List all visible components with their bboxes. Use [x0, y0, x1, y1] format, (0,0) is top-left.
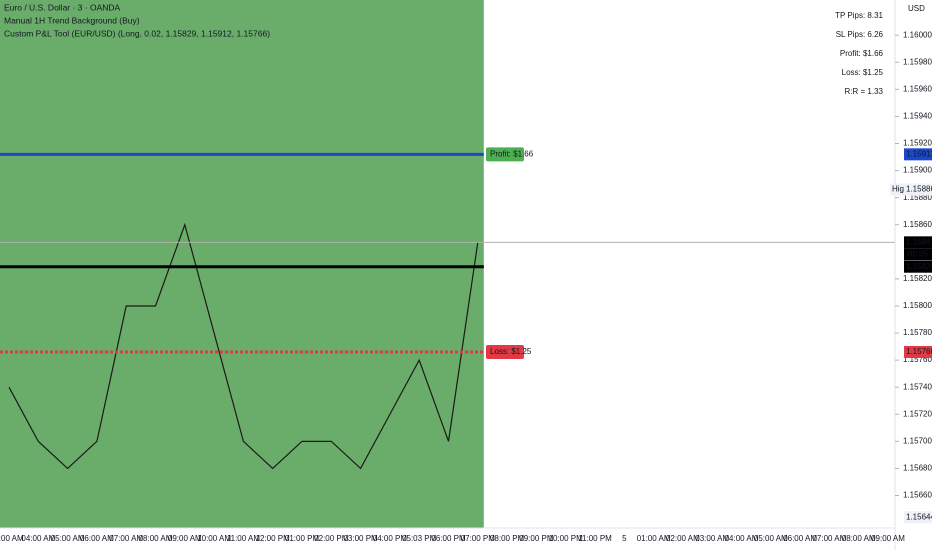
indicator: Custom P&L Tool (EUR/USD) (Long, 0.02, 1…	[4, 28, 270, 38]
symbol: Euro / U.S. Dollar · 3 · OANDA	[4, 2, 121, 12]
price-tag-label: 1.15847	[906, 237, 932, 246]
marker-value: 1.15644	[906, 512, 932, 521]
x-tick-label: 02:00 AM	[666, 534, 700, 543]
x-tick-label: 04:00 AM	[21, 534, 55, 543]
y-tick-label: 1.15660	[903, 491, 932, 500]
level-label: Loss: $1.25	[490, 347, 532, 356]
stat: Profit: $1.66	[840, 49, 884, 58]
x-tick-label: 08:00 AM	[842, 534, 876, 543]
y-tick-label: 1.15940	[903, 112, 932, 121]
x-tick-label: 05:03 PM	[402, 534, 437, 543]
marker-box	[890, 183, 904, 196]
x-tick-label: 09:00 AM	[871, 534, 905, 543]
price-tag-label: 1.15912	[906, 149, 932, 158]
price-tag-label: 1.15766	[906, 347, 932, 356]
x-tick-label: 03:00 AM	[695, 534, 729, 543]
x-tick-label: 09:00 AM	[168, 534, 202, 543]
price-tag	[904, 260, 932, 273]
marker-tag	[904, 183, 932, 196]
trend-background	[0, 0, 484, 528]
x-tick-label: 05:00 AM	[754, 534, 788, 543]
x-tick-label: 10:00 AM	[197, 534, 231, 543]
price-tag	[904, 248, 932, 261]
price-tag	[904, 148, 932, 161]
x-tick-label: 04:00 AM	[725, 534, 759, 543]
x-tick-label: 06:00 PM	[431, 534, 466, 543]
x-tick-label: 06:00 AM	[783, 534, 817, 543]
x-tick-label: 01:00 AM	[637, 534, 671, 543]
stat: R:R = 1.33	[845, 87, 884, 96]
level-label-box	[486, 147, 524, 162]
plot	[0, 0, 484, 528]
y-tick-label: 1.16000	[903, 30, 932, 39]
y-tick-label: 1.15880	[903, 193, 932, 202]
y-tick-label: 1.15800	[903, 301, 932, 310]
level-label: Profit: $1.66	[490, 149, 534, 158]
x-tick-label: 12:00 PM	[256, 534, 291, 543]
y-tick-label: 1.15780	[903, 328, 932, 337]
x-tick-label: 03:00 PM	[343, 534, 378, 543]
x-tick-label: 11:00 PM	[578, 534, 612, 543]
x-tick-label: 01:00 PM	[285, 534, 320, 543]
countdown: 00:05	[908, 249, 929, 258]
x-tick-label: 04:00 PM	[373, 534, 408, 543]
price-line	[8, 222, 479, 470]
x-tick-label: 05:00 AM	[51, 534, 85, 543]
y-tick-label: 1.15960	[903, 84, 932, 93]
stat: SL Pips: 6.26	[836, 30, 884, 39]
price-tag	[904, 236, 932, 249]
marker-tag	[904, 511, 932, 524]
y-tick-label: 1.15700	[903, 436, 932, 445]
price-tag-label: 1.15829	[906, 262, 932, 271]
y-tick-label: 1.15680	[903, 464, 932, 473]
y-tick-label: 1.15900	[903, 166, 932, 175]
x-tick-label: 02:00 PM	[314, 534, 349, 543]
y-tick-label: 1.15920	[903, 139, 932, 148]
marker-value: 1.15886	[906, 185, 932, 194]
x-tick-label: 06:00 AM	[80, 534, 114, 543]
y-tick-label: 1.15740	[903, 382, 932, 391]
level-label-box	[486, 345, 524, 359]
x-tick-label: 08:00 PM	[490, 534, 525, 543]
y-tick-label: 1.15760	[903, 355, 932, 364]
x-tick-label: 07:00 AM	[812, 534, 846, 543]
y-tick-label: 1.15720	[903, 409, 932, 418]
marker-label: High	[892, 185, 908, 194]
stat: TP Pips: 8.31	[835, 11, 883, 20]
x-tick-label: 09:00 PM	[519, 534, 554, 543]
stat: Loss: $1.25	[842, 68, 884, 77]
x-tick-label: 10:00 PM	[549, 534, 584, 543]
price-tag	[904, 346, 932, 358]
indicator: Manual 1H Trend Background (Buy)	[4, 15, 140, 25]
y-tick-label: 1.15820	[903, 274, 932, 283]
axis-unit: USD	[908, 4, 925, 13]
x-tick-label: 07:00 AM	[109, 534, 143, 543]
y-tick-label: 1.15980	[903, 57, 932, 66]
x-tick-label: 08:00 AM	[139, 534, 173, 543]
x-tick-label: 07:00 PM	[461, 534, 496, 543]
x-tick-label: 3:00 AM	[0, 534, 24, 543]
y-tick-label: 1.15860	[903, 220, 932, 229]
x-tick-label: 11:00 AM	[227, 534, 261, 543]
x-tick-label: 5	[622, 534, 627, 543]
